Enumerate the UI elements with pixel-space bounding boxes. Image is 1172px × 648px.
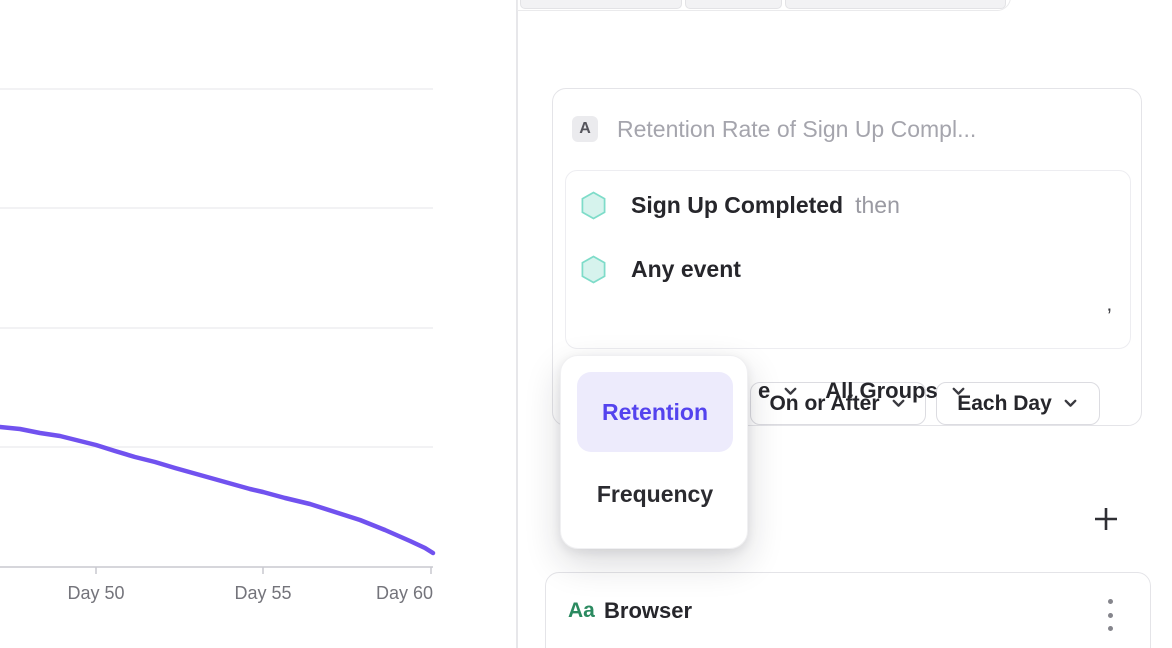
chevron-down-icon [1064,399,1077,407]
event-suffix: then [855,191,900,218]
metric-type-menu: Retention Frequency [560,355,748,549]
metric-badge: A [572,116,598,142]
metric-title-input[interactable]: Retention Rate of Sign Up Compl... [617,116,976,142]
svg-text:Day 55: Day 55 [234,583,291,603]
event-name: Any event [631,255,741,282]
retention-line-chart: Day 50 Day 55 Day 60 [0,88,436,603]
chevron-down-icon [892,399,904,407]
truncated-control-fragment: ’ [1107,305,1112,328]
event-row[interactable]: Any event [580,254,741,284]
events-card: Sign Up Completed then Any event Retenti… [565,170,1131,425]
event-row[interactable]: Sign Up Completed then [580,190,900,220]
measured-as-dropdown[interactable]: e [758,378,799,404]
cropped-control[interactable] [785,0,1006,9]
event-name: Sign Up Completed [631,191,844,218]
cropped-control[interactable] [685,0,782,9]
cropped-toolbar-card [517,0,1011,11]
dropdown-label: On or After [769,391,880,415]
groupby-property-label: Browser [604,598,693,623]
chevron-down-icon [784,387,797,395]
cropped-control[interactable] [520,0,682,9]
groups-label: All Groups [825,378,938,403]
svg-text:Day 50: Day 50 [67,583,124,603]
measured-as-label-fragment: e [758,378,771,403]
groupby-card: Aa Browser [545,572,1151,648]
property-type-badge: Aa [568,599,595,622]
add-card-button[interactable] [1092,505,1120,533]
menu-item-retention[interactable]: Retention [577,372,733,452]
chevron-down-icon [952,387,965,395]
retention-chart: Day 50 Day 55 Day 60 [0,0,517,648]
hexagon-icon [581,254,606,284]
menu-item-frequency[interactable]: Frequency [596,480,714,507]
interval-dropdown[interactable]: Each Day [936,382,1100,425]
groups-dropdown[interactable]: All Groups [825,378,966,404]
dropdown-label: Each Day [957,391,1052,415]
svg-text:Day 60: Day 60 [376,583,433,603]
kebab-menu-icon[interactable] [1102,597,1118,633]
panel-divider [516,0,518,648]
measured-as-row: e All Groups [758,376,967,406]
plus-icon [1095,508,1117,530]
hexagon-icon [581,190,606,220]
timing-dropdown[interactable]: On or After [750,382,926,425]
metric-title-placeholder: Retention Rate of Sign Up Compl... [617,115,977,142]
